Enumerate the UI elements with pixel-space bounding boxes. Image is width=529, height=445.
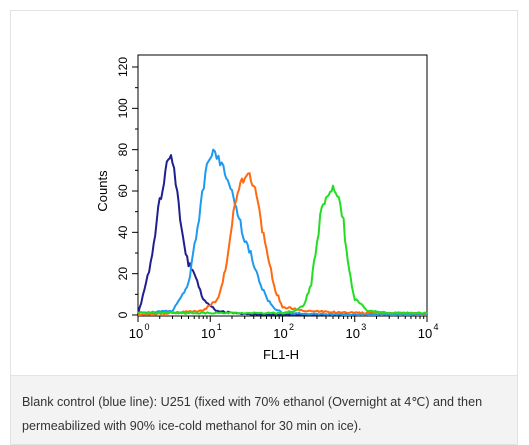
histogram-series-3: [138, 172, 428, 316]
plot-area-border: [137, 54, 428, 317]
y-tick-label: 40: [116, 225, 130, 239]
histogram-series-1: [137, 154, 428, 316]
x-tick-label: 10: [201, 326, 215, 341]
x-tick-exponent: 2: [289, 322, 294, 332]
x-tick-exponent: 4: [433, 322, 438, 332]
figure-panel: 0 20 40 60 80 100 120 10 0 10 1 10 2 10 3 10 4 FL1-H Cou…: [10, 10, 518, 376]
x-tick-label: 10: [418, 326, 432, 341]
histogram-series-4: [137, 184, 428, 315]
x-tick-label: 10: [273, 326, 287, 341]
x-tick-label: 10: [129, 326, 143, 341]
x-tick-label: 10: [346, 326, 360, 341]
x-axis-label: FL1-H: [263, 347, 299, 362]
figure-caption: Blank control (blue line): U251 (fixed w…: [10, 376, 518, 445]
y-tick-label: 80: [116, 143, 130, 157]
x-tick-exponent: 1: [217, 322, 222, 332]
x-tick-exponent: 3: [361, 322, 366, 332]
y-tick-label: 100: [116, 98, 130, 118]
y-tick-label: 120: [116, 57, 130, 77]
y-tick-label: 0: [116, 311, 130, 318]
x-tick-exponent: 0: [144, 322, 149, 332]
y-axis-label: Counts: [95, 170, 110, 212]
y-tick-label: 60: [116, 184, 130, 198]
y-tick-label: 20: [116, 267, 130, 281]
